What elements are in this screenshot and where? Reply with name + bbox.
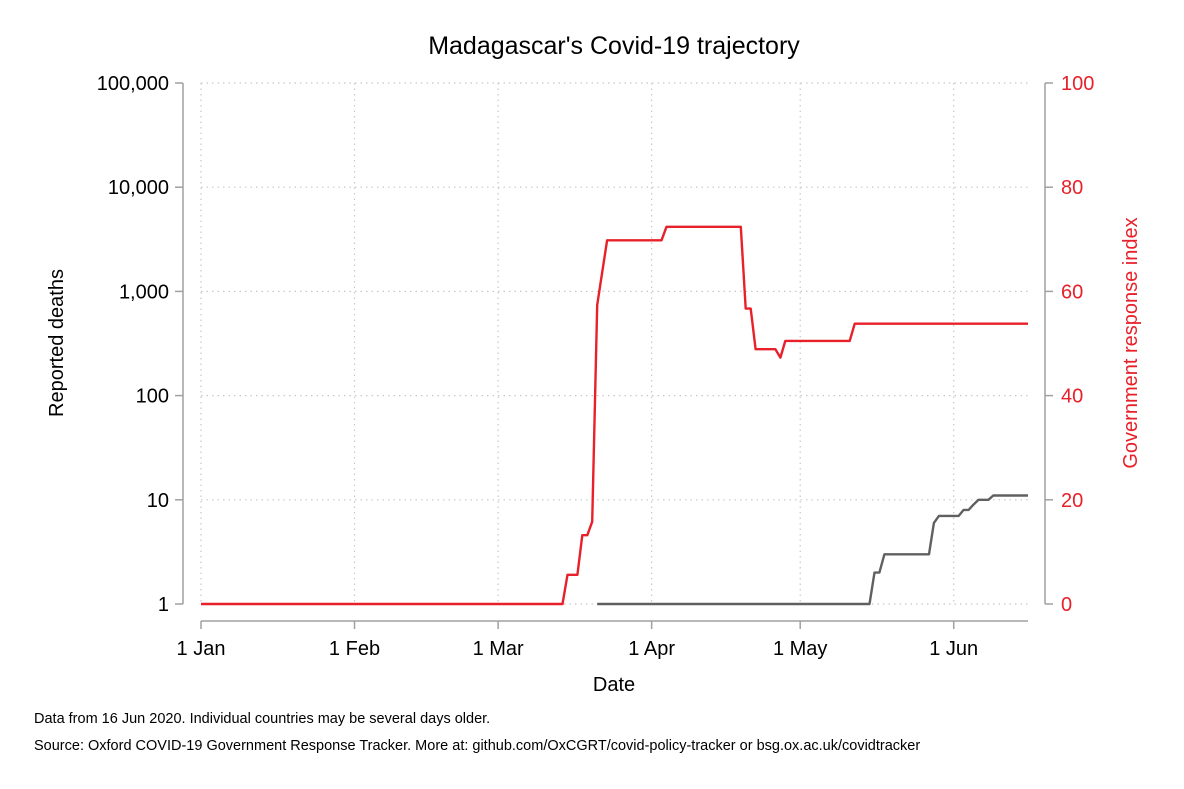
footnote-source: Source: Oxford COVID-19 Government Respo… xyxy=(34,738,921,754)
y-left-tick-label: 10 xyxy=(147,490,169,512)
gridlines xyxy=(200,82,1028,605)
y-right-tick-label: 60 xyxy=(1061,281,1083,303)
y-left-tick-label: 100,000 xyxy=(97,73,169,95)
y-left-tick-label: 1 xyxy=(158,594,169,616)
y-right-tick-label: 80 xyxy=(1061,177,1083,199)
x-tick-label: 1 Jan xyxy=(177,638,226,660)
series-lines xyxy=(201,225,1028,606)
y-right-tick-label: 100 xyxy=(1061,73,1094,95)
tick-labels: 1 10 100 1,000 10,000 100,000 0 20 40 60 80 100 1 Ja… xyxy=(97,73,1095,660)
y-left-tick-label: 100 xyxy=(136,386,169,408)
x-tick-label: 1 Apr xyxy=(628,638,675,660)
y-right-tick-label: 40 xyxy=(1061,386,1083,408)
axes xyxy=(175,82,1053,629)
chart-title: Madagascar's Covid-19 trajectory xyxy=(428,32,800,60)
y-right-tick-label: 20 xyxy=(1061,490,1083,512)
x-tick-label: 1 Mar xyxy=(473,638,524,660)
x-tick-label: 1 Jun xyxy=(929,638,978,660)
x-tick-label: 1 Feb xyxy=(329,638,380,660)
series-line-reported-deaths xyxy=(597,494,1028,606)
series-line-government-response-index xyxy=(201,225,1028,606)
y-axis-left-label: Reported deaths xyxy=(46,269,68,417)
y-axis-right-label: Government response index xyxy=(1120,217,1142,468)
footnote-data-date: Data from 16 Jun 2020. Individual countr… xyxy=(34,711,491,727)
y-right-tick-label: 0 xyxy=(1061,594,1072,616)
x-axis-label: Date xyxy=(593,674,635,696)
x-tick-label: 1 May xyxy=(773,638,827,660)
y-left-tick-label: 1,000 xyxy=(119,281,169,303)
y-left-tick-label: 10,000 xyxy=(108,177,169,199)
